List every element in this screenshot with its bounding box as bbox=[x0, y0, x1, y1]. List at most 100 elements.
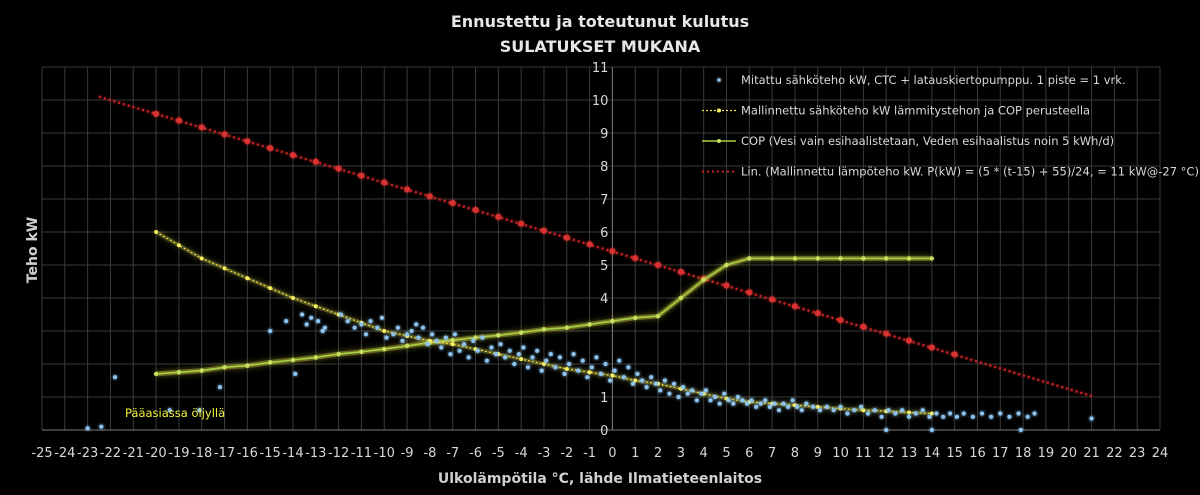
measured-point bbox=[434, 338, 439, 343]
legend-marker bbox=[717, 139, 721, 143]
y-axis-label: Teho kW bbox=[25, 217, 41, 283]
measured-point bbox=[480, 335, 485, 340]
grid-lines bbox=[41, 66, 1161, 431]
x-tick-label: -22 bbox=[100, 446, 121, 461]
measured-point bbox=[1032, 411, 1037, 416]
measured-point bbox=[726, 398, 731, 403]
measured-point bbox=[521, 345, 526, 350]
trend-marker bbox=[883, 330, 890, 337]
measured-point bbox=[776, 408, 782, 413]
y-tick-label: 1 bbox=[600, 391, 608, 406]
cop-marker bbox=[655, 313, 661, 319]
model-marker bbox=[382, 329, 387, 333]
y-tick-label: 0 bbox=[600, 424, 608, 439]
measured-point bbox=[571, 352, 576, 357]
measured-point bbox=[197, 408, 202, 413]
trend-marker bbox=[951, 351, 958, 358]
x-tick-label: 23 bbox=[1129, 446, 1146, 461]
measured-point bbox=[749, 398, 754, 403]
measured-point bbox=[471, 338, 476, 343]
measured-point bbox=[503, 355, 508, 360]
x-tick-label: -12 bbox=[328, 446, 349, 461]
measured-point bbox=[320, 328, 325, 334]
measured-point bbox=[507, 348, 512, 353]
cop-marker bbox=[153, 371, 159, 377]
measured-point bbox=[662, 378, 667, 383]
x-tick-label: -2 bbox=[560, 446, 573, 461]
measured-point bbox=[671, 381, 677, 386]
measured-point bbox=[268, 328, 273, 334]
x-tick-labels: -25 -24 -23 -22 -21 -20 -19 -18 -17 -16 -15 -14 -13-… bbox=[31, 446, 1168, 461]
legend-item: Mitattu sähköteho kW, CTC + latauskierto… bbox=[717, 73, 1126, 87]
trend-marker bbox=[381, 179, 388, 186]
x-tick-label: -1 bbox=[583, 446, 596, 461]
measured-point bbox=[557, 355, 563, 360]
x-tick-label: 15 bbox=[946, 446, 963, 461]
measured-point bbox=[699, 391, 704, 396]
measured-point bbox=[589, 365, 594, 370]
trend-marker bbox=[289, 152, 296, 159]
trend-marker bbox=[746, 289, 753, 296]
measured-point bbox=[414, 322, 419, 327]
measured-point bbox=[539, 368, 544, 373]
measured-point bbox=[879, 414, 884, 419]
measured-point bbox=[562, 371, 567, 376]
measured-point bbox=[462, 342, 467, 347]
measured-point bbox=[475, 348, 480, 353]
measured-point bbox=[368, 319, 373, 324]
x-tick-label: 17 bbox=[992, 446, 1009, 461]
measured-point bbox=[576, 368, 581, 373]
x-tick-label: -23 bbox=[77, 446, 98, 461]
series-measured-points bbox=[85, 312, 1094, 433]
cop-marker bbox=[701, 277, 706, 283]
measured-point bbox=[395, 325, 401, 330]
legend-label: Mallinnettu sähköteho kW lämmitystehon j… bbox=[741, 104, 1090, 118]
trend-marker bbox=[928, 344, 935, 351]
measured-point bbox=[998, 411, 1003, 416]
model-marker bbox=[907, 410, 912, 415]
trend-marker bbox=[586, 241, 593, 248]
x-tick-label: -13 bbox=[305, 446, 326, 461]
model-marker bbox=[815, 404, 820, 409]
model-marker bbox=[519, 357, 524, 362]
measured-point bbox=[838, 404, 843, 409]
x-tick-label: -18 bbox=[191, 446, 212, 461]
x-tick-label: 1 bbox=[631, 446, 639, 461]
cop-marker bbox=[336, 351, 341, 357]
measured-point bbox=[954, 414, 960, 419]
trend-marker bbox=[472, 206, 479, 213]
measured-point bbox=[872, 408, 877, 413]
x-tick-label: -6 bbox=[469, 446, 482, 461]
trend-marker bbox=[791, 303, 798, 310]
measured-point bbox=[167, 408, 172, 413]
measured-point bbox=[400, 338, 405, 343]
x-tick-label: 18 bbox=[1015, 446, 1032, 461]
legend-label: COP (Vesi vain esihaalistetaan, Veden es… bbox=[741, 134, 1114, 148]
model-marker bbox=[929, 411, 934, 416]
measured-point bbox=[941, 414, 946, 419]
cop-marker bbox=[222, 365, 227, 370]
measured-point bbox=[512, 361, 517, 367]
x-tick-label: -7 bbox=[446, 446, 459, 461]
x-tick-label: -15 bbox=[260, 446, 281, 461]
measured-point bbox=[352, 325, 357, 330]
measured-point bbox=[767, 404, 772, 409]
trend-marker bbox=[198, 124, 205, 131]
y-tick-label: 9 bbox=[600, 127, 608, 142]
model-marker bbox=[154, 230, 159, 234]
measured-point bbox=[824, 404, 829, 409]
annotation-oil: Pääasiassa öljyllä bbox=[125, 406, 225, 420]
measured-point bbox=[603, 361, 608, 367]
measured-point bbox=[754, 404, 759, 409]
measured-point bbox=[913, 411, 918, 416]
measured-point bbox=[457, 348, 462, 353]
trend-marker bbox=[404, 186, 411, 193]
x-tick-label: -4 bbox=[515, 446, 528, 461]
measured-point bbox=[795, 404, 800, 409]
x-tick-label: 7 bbox=[768, 446, 776, 461]
legend-label: Lin. (Mallinnettu lämpöteho kW. P(kW) = … bbox=[741, 165, 1199, 179]
measured-point bbox=[852, 408, 857, 413]
model-marker bbox=[313, 304, 318, 309]
trend-marker bbox=[153, 110, 160, 117]
